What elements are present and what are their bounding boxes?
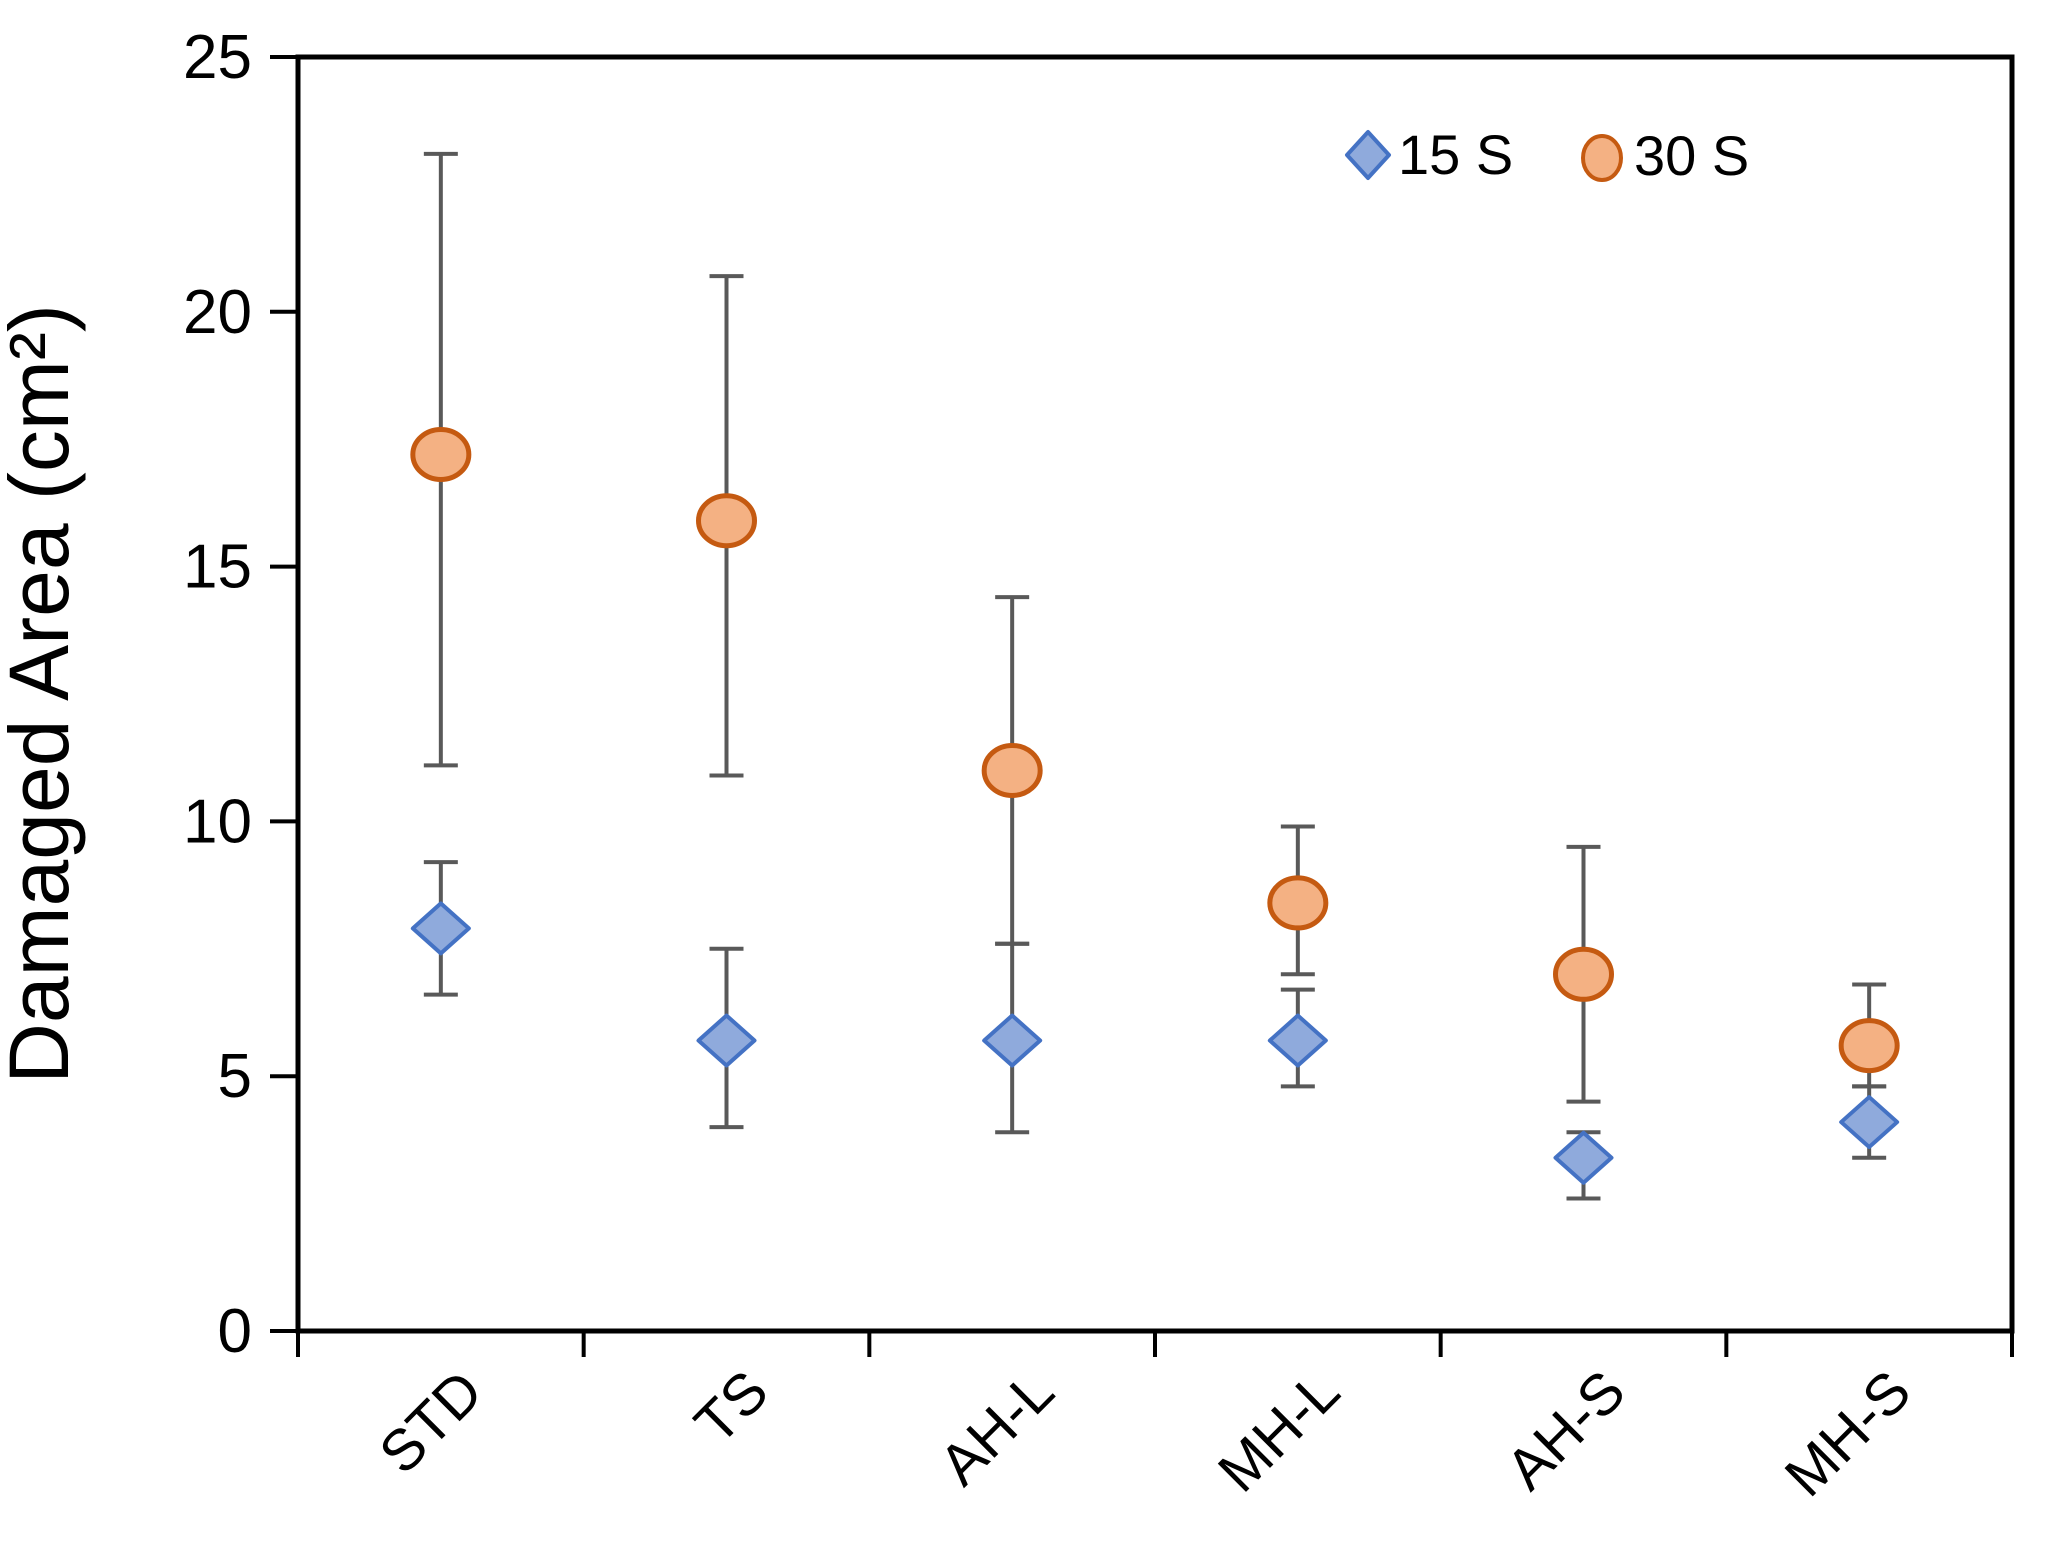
x-category-label: TS — [682, 1358, 780, 1456]
marker-15s-ah-l — [982, 1013, 1043, 1068]
marker-15s-ts — [696, 1013, 757, 1068]
y-tick-label: 15 — [183, 533, 252, 602]
marker-30s-ah-s — [1553, 946, 1614, 1002]
y-tick-label: 5 — [218, 1042, 252, 1111]
marker-30s-std — [410, 426, 472, 482]
y-tick-label: 25 — [183, 23, 252, 92]
marker-15s-mh-l — [1267, 1013, 1328, 1068]
legend-label-30s: 30 S — [1634, 124, 1749, 187]
x-category-label: AH-L — [927, 1358, 1066, 1497]
legend-label-15s: 15 S — [1398, 123, 1513, 186]
x-category-label: MH-S — [1773, 1358, 1924, 1509]
y-tick-label: 0 — [218, 1297, 252, 1366]
marker-30s-ah-l — [981, 742, 1043, 798]
y-axis-title: Damaged Area (cm²) — [0, 304, 86, 1084]
legend-circle-icon — [1581, 134, 1623, 182]
marker-15s-ah-s — [1553, 1130, 1614, 1185]
marker-30s-mh-s — [1838, 1018, 1900, 1074]
marker-30s-mh-l — [1267, 875, 1329, 931]
marker-15s-std — [410, 901, 471, 956]
x-category-label: MH-L — [1206, 1358, 1352, 1504]
y-tick-label: 20 — [183, 278, 252, 347]
x-category-label: AH-S — [1494, 1358, 1638, 1502]
legend-diamond-icon — [1345, 130, 1391, 180]
x-category-label: STD — [367, 1358, 495, 1486]
marker-15s-mh-s — [1839, 1095, 1900, 1150]
y-tick-label: 10 — [183, 787, 252, 856]
marker-30s-ts — [696, 493, 757, 549]
plot-border — [295, 54, 2015, 1334]
